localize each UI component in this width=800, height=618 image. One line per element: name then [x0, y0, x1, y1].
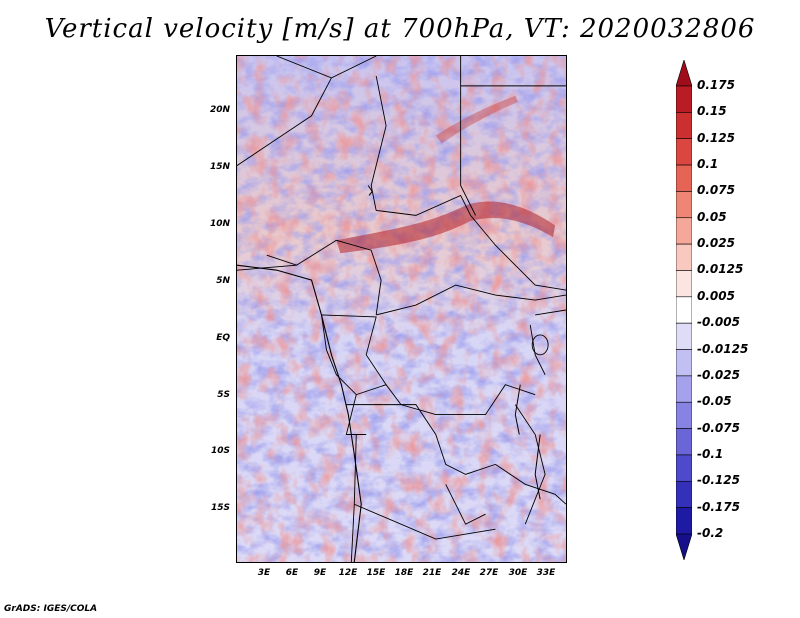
- colorbar-label: -0.1: [697, 446, 724, 461]
- colorbar-label: 0.1: [697, 157, 719, 172]
- colorbar-bin: [676, 296, 692, 324]
- colorbar-label: 0.175: [697, 78, 735, 92]
- colorbar-label: -0.005: [697, 315, 740, 330]
- lat-label-20n: 20N: [209, 105, 230, 115]
- ascent-streak: [435, 95, 519, 144]
- colorbar-bin: [676, 454, 692, 482]
- lat-label-15n: 15N: [209, 162, 230, 172]
- colorbar-label: -0.2: [697, 526, 724, 540]
- colorbar-bin: [676, 322, 692, 350]
- lake-malawi: [534, 434, 541, 500]
- colorbar-label: 0.05: [697, 209, 727, 224]
- lon-label-33e: 33E: [536, 568, 556, 578]
- colorbar-bin: [676, 507, 692, 535]
- lat-label-15s: 15S: [210, 503, 230, 513]
- colorbar-bin: [676, 112, 692, 140]
- vertical-velocity-map: [236, 55, 567, 563]
- colorbar: [676, 60, 692, 560]
- lon-label-30e: 30E: [508, 568, 528, 578]
- colorbar-bin: [676, 138, 692, 166]
- lon-label-12e: 12E: [338, 568, 358, 578]
- colorbar-bin: [676, 375, 692, 403]
- colorbar-cap-bottom: [676, 533, 692, 560]
- lon-label-18e: 18E: [394, 568, 414, 578]
- ascent-band: [336, 201, 556, 254]
- lat-label-eq: EQ: [216, 333, 230, 343]
- colorbar-label: -0.025: [697, 367, 740, 382]
- colorbar-bin: [676, 401, 692, 429]
- colorbar-bin: [676, 243, 692, 271]
- lon-label-24e: 24E: [451, 568, 471, 578]
- lake-victoria: [531, 334, 549, 356]
- colorbar-bin: [676, 428, 692, 456]
- lon-label-21e: 21E: [422, 568, 442, 578]
- colorbar-bin: [676, 217, 692, 245]
- coastline: [237, 264, 362, 562]
- lat-label-10s: 10S: [210, 446, 230, 456]
- colorbar-label: -0.075: [697, 420, 740, 435]
- colorbar-bin: [676, 164, 692, 192]
- colorbar-label: 0.005: [697, 288, 735, 303]
- colorbar-bin: [676, 85, 692, 113]
- colorbar-label: 0.0125: [697, 262, 744, 277]
- colorbar-label: -0.175: [697, 499, 740, 514]
- lat-label-5n: 5N: [216, 276, 230, 286]
- colorbar-label: 0.125: [697, 130, 735, 145]
- lon-label-15e: 15E: [366, 568, 386, 578]
- lake-chad: [367, 185, 373, 196]
- colorbar-label: 0.075: [697, 183, 735, 198]
- lat-label-10n: 10N: [209, 219, 230, 229]
- lon-label-6e: 6E: [285, 568, 299, 578]
- lon-label-27e: 27E: [479, 568, 499, 578]
- country-borders: [237, 56, 566, 562]
- map-title: Vertical velocity [m/s] at 700hPa, VT: 2…: [44, 14, 756, 44]
- lon-label-3e: 3E: [257, 568, 271, 578]
- lat-label-5s: 5S: [217, 390, 230, 400]
- colorbar-cap-top: [676, 60, 692, 87]
- colorbar-label: 0.15: [697, 104, 727, 119]
- colorbar-label: -0.125: [697, 473, 740, 488]
- colorbar-label: 0.025: [697, 236, 735, 251]
- colorbar-bin: [676, 349, 692, 377]
- colorbar-bin: [676, 191, 692, 219]
- colorbar-label: -0.05: [697, 394, 732, 409]
- lake-tanganyika: [514, 384, 521, 435]
- footer-credit: GrADS: IGES/COLA: [4, 604, 98, 614]
- colorbar-bin: [676, 270, 692, 298]
- lon-label-9e: 9E: [313, 568, 327, 578]
- colorbar-bin: [676, 480, 692, 508]
- colorbar-label: -0.0125: [697, 341, 749, 356]
